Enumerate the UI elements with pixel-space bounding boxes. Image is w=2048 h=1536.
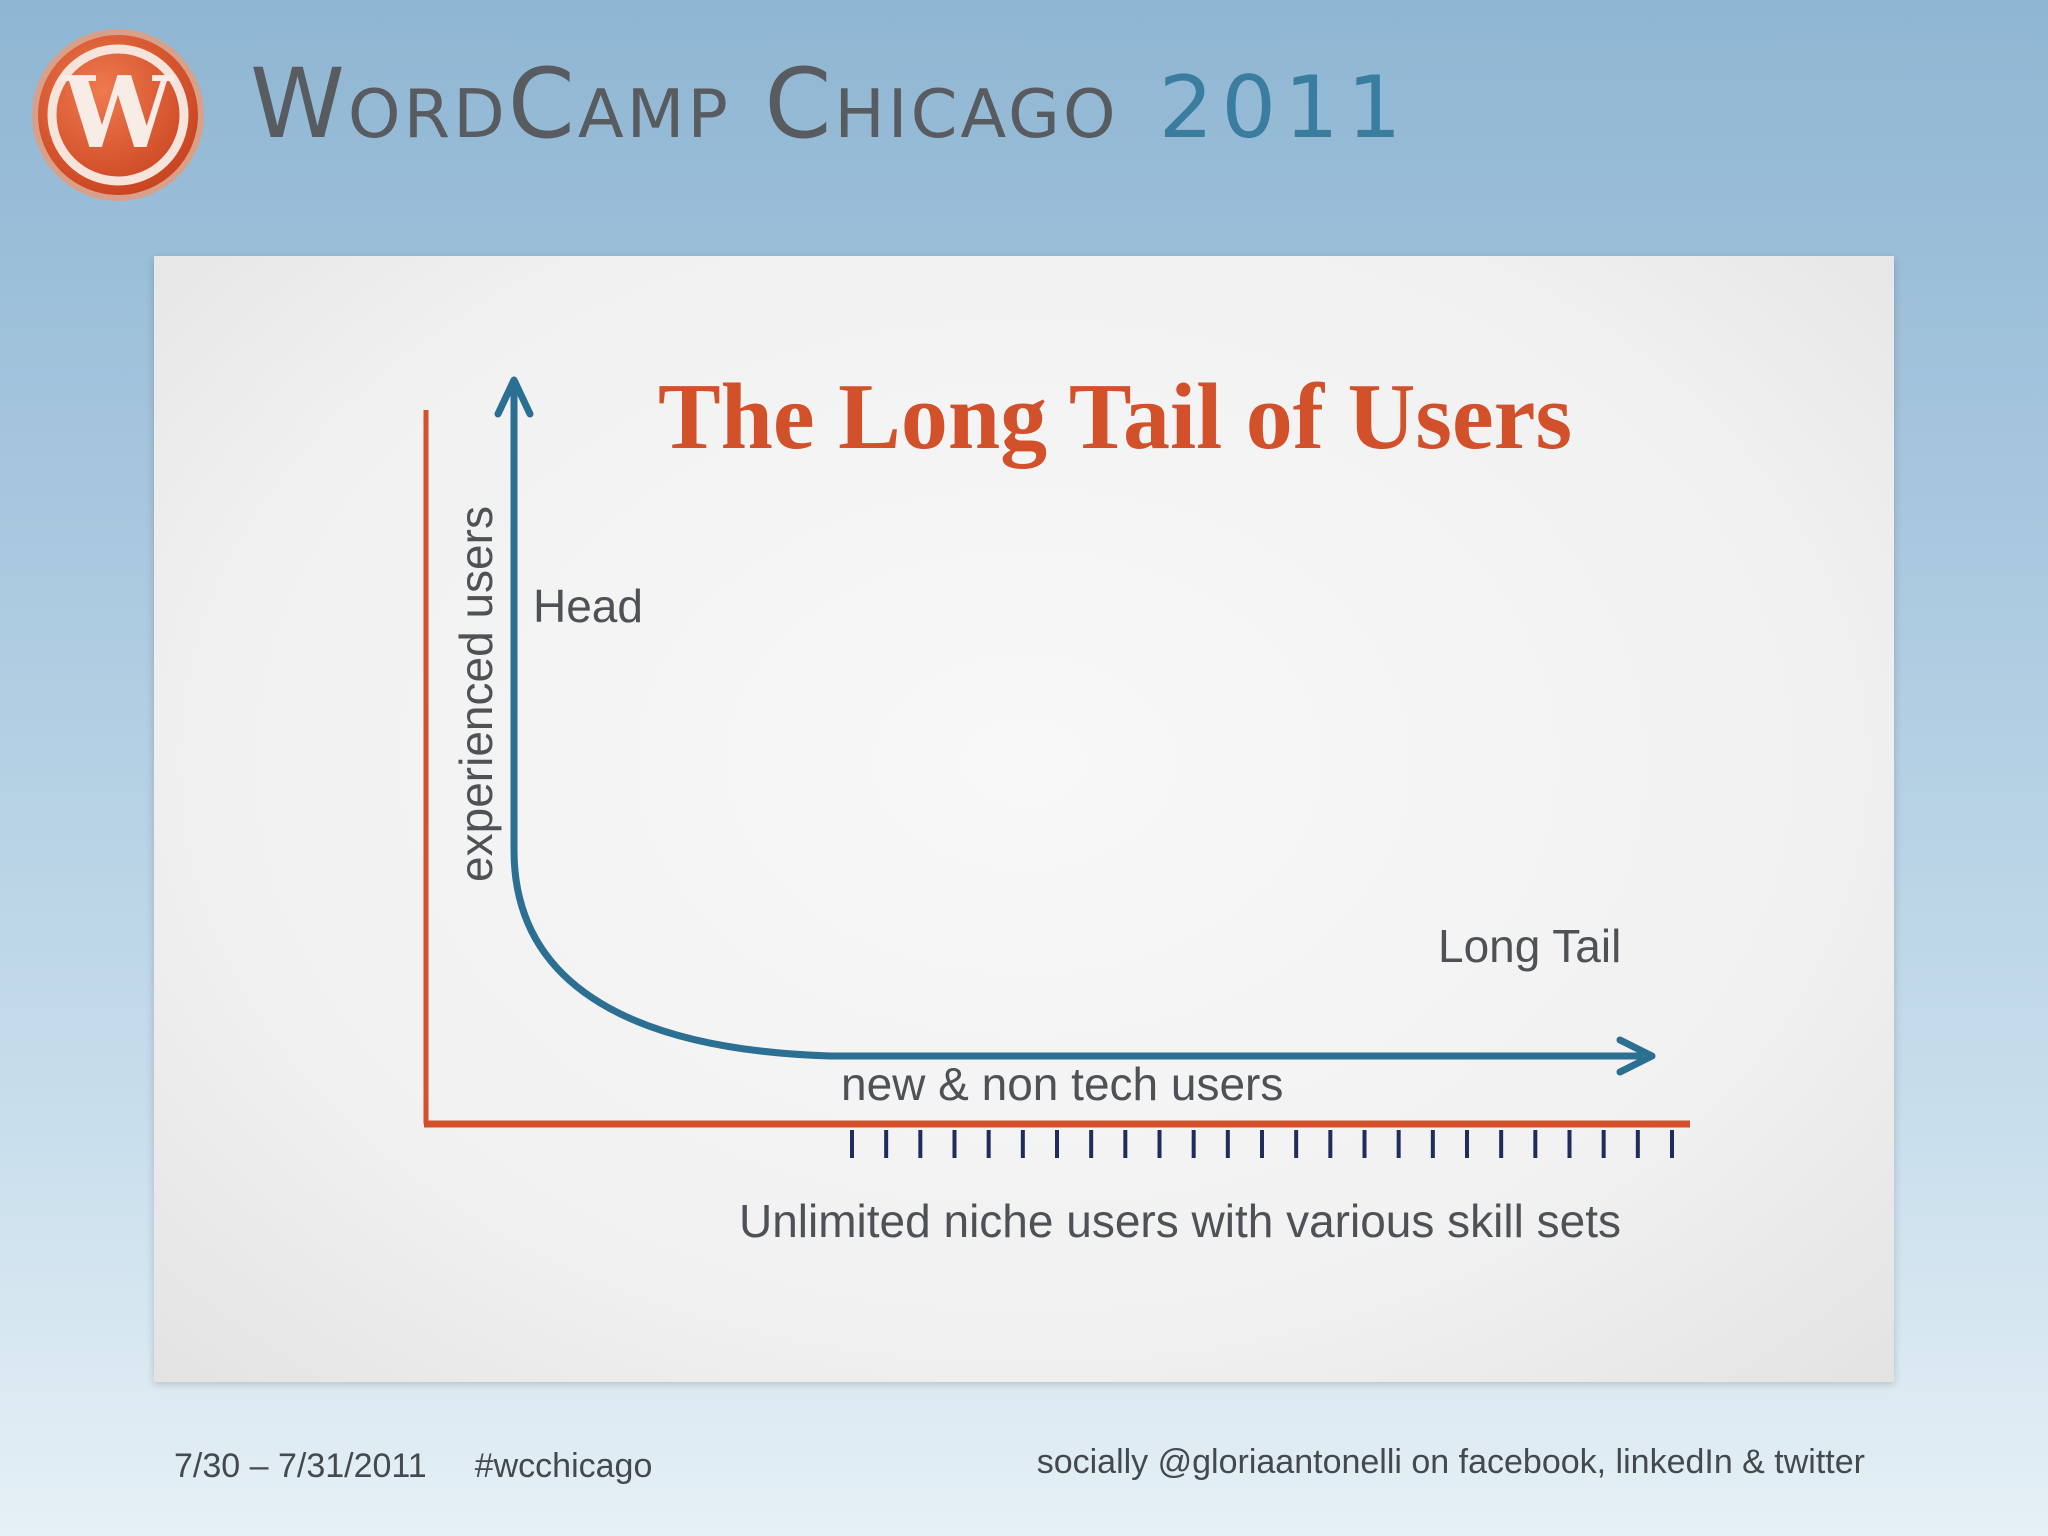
curve-label: new & non tech users [841,1058,1283,1110]
slide-card [154,256,1894,1382]
footer-social: socially @gloriaantonelli on facebook, l… [1036,1443,1865,1481]
long-tail-curve [510,388,1644,1060]
tail-arrowhead [1616,1036,1656,1076]
niche-ticks [850,1130,1674,1158]
event-heading: WordCamp Chicago 2011 [250,48,1410,178]
wordpress-logo-icon: W [32,29,204,201]
head-label: Head [533,580,643,632]
bottom-caption: Unlimited niche users with various skill… [739,1195,1621,1247]
slide-title: The Long Tail of Users [658,365,1572,469]
logo-letter: W [62,56,175,171]
event-name: WordCamp Chicago [250,48,1119,160]
event-hashtag: #wcchicago [474,1447,653,1485]
footer-event-info: 7/30 – 7/31/2011 #wcchicago [174,1447,652,1486]
long-tail-label: Long Tail [1438,920,1621,972]
event-year: 2011 [1158,58,1410,158]
y-axis-label: experienced users [450,506,502,882]
head-arrowhead [494,376,534,418]
event-dates: 7/30 – 7/31/2011 [174,1447,427,1485]
